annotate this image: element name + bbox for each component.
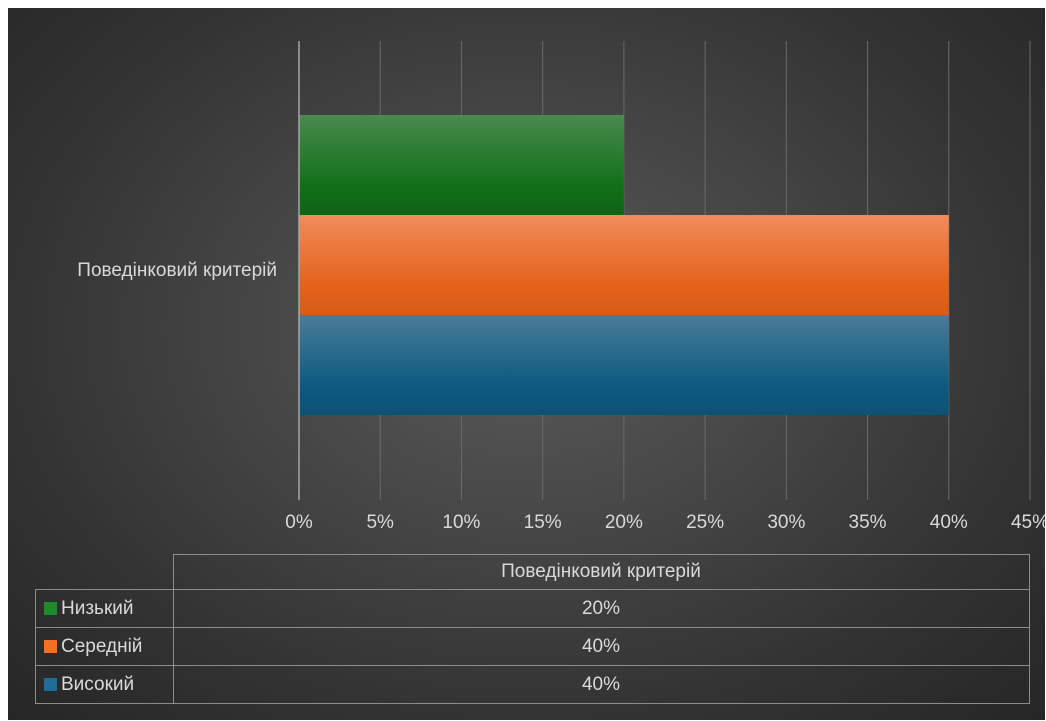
- bar-high: [299, 315, 949, 415]
- x-tick-label: 40%: [930, 512, 968, 533]
- category-label: Поведінковий критерій: [77, 260, 277, 281]
- table-row: Високий 40%: [35, 665, 1030, 704]
- x-tick-label: 0%: [285, 512, 313, 533]
- table-corner: [35, 554, 174, 590]
- legend-swatch-low: [44, 602, 57, 615]
- bar-chart: 0% 5% 10% 15% 20% 25% 30% 35% 40% 45% Поведінкови…: [77, 41, 1045, 533]
- x-tick-label: 10%: [442, 512, 480, 533]
- legend-key-low: Низький: [35, 589, 174, 628]
- legend-key-medium: Середній: [35, 627, 174, 666]
- table-value: 20%: [172, 589, 1030, 628]
- legend-swatch-high: [44, 678, 57, 691]
- x-tick-label: 30%: [767, 512, 805, 533]
- x-tick-label: 45%: [1011, 512, 1045, 533]
- table-row: Низький 20%: [35, 589, 1030, 628]
- legend-label: Високий: [61, 674, 135, 695]
- x-tick-label: 25%: [686, 512, 724, 533]
- table-column-header: Поведінковий критерій: [172, 554, 1030, 590]
- bars: [299, 115, 949, 415]
- table-value: 40%: [172, 627, 1030, 666]
- x-tick-labels: 0% 5% 10% 15% 20% 25% 30% 35% 40% 45%: [285, 512, 1045, 533]
- x-tick-label: 5%: [366, 512, 394, 533]
- table-row: Середній 40%: [35, 627, 1030, 666]
- table-header-row: Поведінковий критерій: [35, 554, 1030, 590]
- legend-label: Низький: [61, 598, 134, 619]
- bar-low: [299, 115, 624, 215]
- x-tick-label: 15%: [524, 512, 562, 533]
- legend-label: Середній: [61, 636, 143, 657]
- chart-area: 0% 5% 10% 15% 20% 25% 30% 35% 40% 45% Поведінкови…: [8, 8, 1045, 720]
- data-table: Поведінковий критерій Низький 20% Середн…: [35, 554, 1030, 704]
- legend-swatch-medium: [44, 640, 57, 653]
- x-tick-label: 35%: [849, 512, 887, 533]
- x-tick-label: 20%: [605, 512, 643, 533]
- table-value: 40%: [172, 665, 1030, 704]
- legend-key-high: Високий: [35, 665, 174, 704]
- bar-medium: [299, 215, 949, 315]
